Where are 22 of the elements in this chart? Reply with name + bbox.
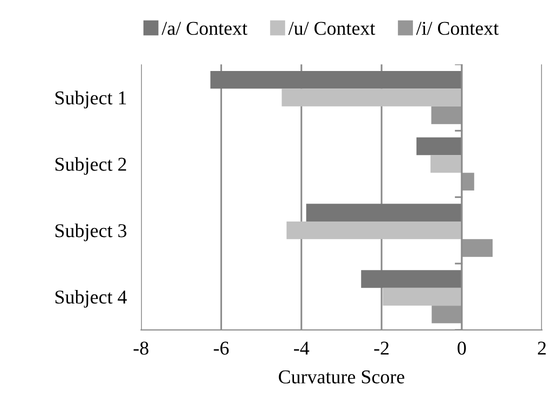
x-tick-label: -6 [214,342,229,355]
bar [361,270,462,288]
y-tick-label: Subject 3 [56,224,126,242]
bar [210,70,462,89]
x-tick-label: -8 [134,342,148,355]
bar [282,88,462,106]
bar [286,221,462,240]
legend-label: /u/ Context [288,22,376,35]
legend-label: /a/ Context [162,22,248,35]
x-tick-label: 2 [538,342,546,355]
x-tick-label: 0 [458,342,466,355]
bar [382,288,462,306]
y-tick-label: Subject 1 [56,90,126,108]
y-tick-label: Subject 4 [56,290,127,308]
y-tick-label: Subject 2 [56,157,126,175]
x-tick-label: -2 [374,342,389,355]
bar [306,204,462,222]
bar [430,155,462,173]
bar [416,137,462,156]
x-axis-title: Curvature Score [278,370,404,384]
legend-label: /i/ Context [416,22,499,35]
x-tick-label: -4 [294,342,310,355]
